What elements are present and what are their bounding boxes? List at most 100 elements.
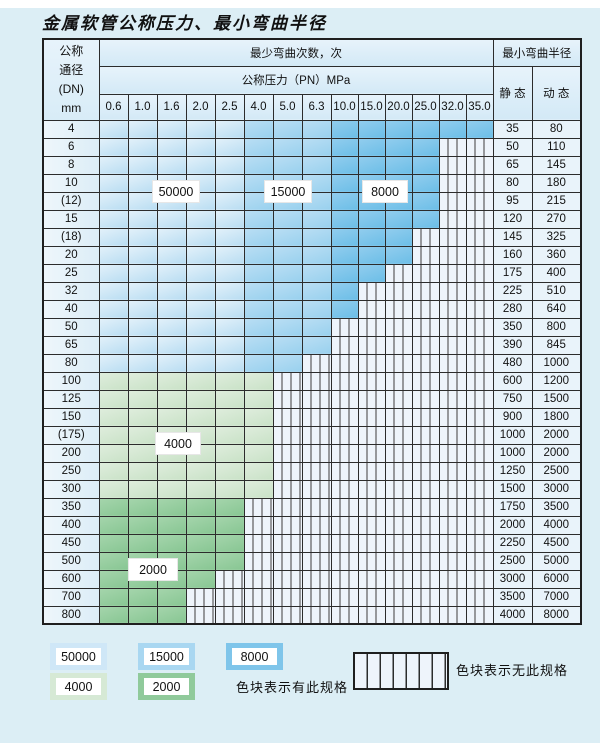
dynamic-radius-cell: 110 bbox=[531, 137, 582, 157]
spec-cell-hatched bbox=[438, 605, 467, 625]
spec-cell-colored bbox=[301, 335, 332, 355]
spec-cell-hatched bbox=[330, 515, 359, 535]
legend: 50000 15000 8000 4000 2000 色块表示有此规格 色块表示无此规格 bbox=[0, 641, 600, 711]
dynamic-radius-cell: 4500 bbox=[531, 533, 582, 553]
static-radius-cell: 1500 bbox=[492, 479, 533, 499]
spec-cell-colored bbox=[272, 119, 303, 139]
spec-cell-colored bbox=[214, 371, 245, 391]
dn-cell: 400 bbox=[42, 515, 100, 535]
dn-cell: 20 bbox=[42, 245, 100, 265]
spec-cell-hatched bbox=[465, 425, 494, 445]
dn-cell: 25 bbox=[42, 263, 100, 283]
spec-cell-hatched bbox=[272, 533, 303, 553]
spec-cell-hatched bbox=[330, 389, 359, 409]
spec-cell-hatched bbox=[330, 497, 359, 517]
dn-cell: 15 bbox=[42, 209, 100, 229]
legend-value: 4000 bbox=[56, 678, 101, 695]
spec-cell-hatched bbox=[438, 515, 467, 535]
spec-cell-colored bbox=[384, 119, 413, 139]
spec-cell-hatched bbox=[465, 461, 494, 481]
static-radius-cell: 3000 bbox=[492, 569, 533, 589]
spec-cell-hatched bbox=[357, 461, 386, 481]
spec-cell-hatched bbox=[330, 353, 359, 373]
spec-cell-colored bbox=[127, 605, 158, 625]
spec-cell-hatched bbox=[411, 407, 440, 427]
spec-cell-colored bbox=[243, 155, 274, 175]
static-radius-cell: 80 bbox=[492, 173, 533, 193]
spec-cell-colored bbox=[272, 155, 303, 175]
dynamic-radius-cell: 5000 bbox=[531, 551, 582, 571]
dynamic-radius-cell: 145 bbox=[531, 155, 582, 175]
static-radius-cell: 480 bbox=[492, 353, 533, 373]
dn-cell: 32 bbox=[42, 281, 100, 301]
table-row: 40 280 640 bbox=[42, 299, 582, 319]
dynamic-radius-cell: 360 bbox=[531, 245, 582, 265]
spec-cell-colored bbox=[156, 587, 187, 607]
dynamic-radius-cell: 80 bbox=[531, 119, 582, 139]
spec-cell-hatched bbox=[384, 569, 413, 589]
spec-cell-colored bbox=[438, 119, 467, 139]
spec-cell-colored bbox=[243, 371, 274, 391]
spec-cell-colored bbox=[214, 227, 245, 247]
spec-cell-colored bbox=[156, 515, 187, 535]
spec-cell-colored bbox=[384, 245, 413, 265]
spec-cell-hatched bbox=[438, 281, 467, 301]
spec-cell-hatched bbox=[411, 479, 440, 499]
spec-cell-colored bbox=[98, 569, 129, 589]
table-row: 250 1250 2500 bbox=[42, 461, 582, 481]
spec-cell-colored bbox=[185, 371, 216, 391]
spec-cell-colored bbox=[127, 497, 158, 517]
spec-cell-colored bbox=[272, 137, 303, 157]
table-row: 32 225 510 bbox=[42, 281, 582, 301]
spec-cell-colored bbox=[411, 119, 440, 139]
spec-cell-colored bbox=[214, 281, 245, 301]
spec-cell-colored bbox=[357, 263, 386, 283]
spec-cell-colored bbox=[214, 245, 245, 265]
spec-cell-hatched bbox=[357, 425, 386, 445]
spec-cell-hatched bbox=[301, 407, 332, 427]
spec-cell-hatched bbox=[357, 335, 386, 355]
spec-cell-colored bbox=[214, 497, 245, 517]
table-row: (12) 95 215 bbox=[42, 191, 582, 211]
spec-cell-hatched bbox=[243, 533, 274, 553]
spec-cell-colored bbox=[272, 245, 303, 265]
spec-cell-hatched bbox=[384, 587, 413, 607]
page-title: 金属软管公称压力、最小弯曲半径 bbox=[42, 14, 327, 34]
spec-cell-colored bbox=[214, 461, 245, 481]
dynamic-header: 动 态 bbox=[531, 65, 582, 121]
dn-cell: 350 bbox=[42, 497, 100, 517]
spec-cell-hatched bbox=[384, 533, 413, 553]
spec-cell-hatched bbox=[243, 551, 274, 571]
static-radius-cell: 600 bbox=[492, 371, 533, 391]
spec-cell-colored bbox=[127, 137, 158, 157]
spec-cell-colored bbox=[185, 299, 216, 319]
spec-cell-hatched bbox=[411, 569, 440, 589]
spec-cell-hatched bbox=[301, 371, 332, 391]
spec-cell-colored bbox=[98, 533, 129, 553]
spec-cell-colored bbox=[243, 209, 274, 229]
spec-cell-colored bbox=[243, 389, 274, 409]
spec-cell-hatched bbox=[438, 191, 467, 211]
spec-cell-colored bbox=[185, 353, 216, 373]
spec-cell-colored bbox=[127, 173, 158, 193]
spec-cell-hatched bbox=[465, 299, 494, 319]
spec-cell-colored bbox=[156, 281, 187, 301]
spec-cell-hatched bbox=[438, 569, 467, 589]
spec-cell-hatched bbox=[301, 569, 332, 589]
table-row: 700 3500 7000 bbox=[42, 587, 582, 607]
spec-cell-colored bbox=[127, 317, 158, 337]
spec-cell-colored bbox=[243, 443, 274, 463]
spec-cell-colored bbox=[185, 461, 216, 481]
legend-swatch-8000: 8000 bbox=[226, 643, 283, 670]
table-row: 800 4000 8000 bbox=[42, 605, 582, 625]
spec-cell-hatched bbox=[272, 569, 303, 589]
spec-cell-colored bbox=[185, 137, 216, 157]
spec-cell-hatched bbox=[272, 551, 303, 571]
spec-cell-colored bbox=[185, 551, 216, 571]
spec-cell-hatched bbox=[301, 587, 332, 607]
spec-cell-colored bbox=[127, 353, 158, 373]
spec-cell-hatched bbox=[411, 263, 440, 283]
spec-cell-hatched bbox=[465, 371, 494, 391]
spec-cell-colored bbox=[98, 335, 129, 355]
spec-cell-colored bbox=[357, 227, 386, 247]
